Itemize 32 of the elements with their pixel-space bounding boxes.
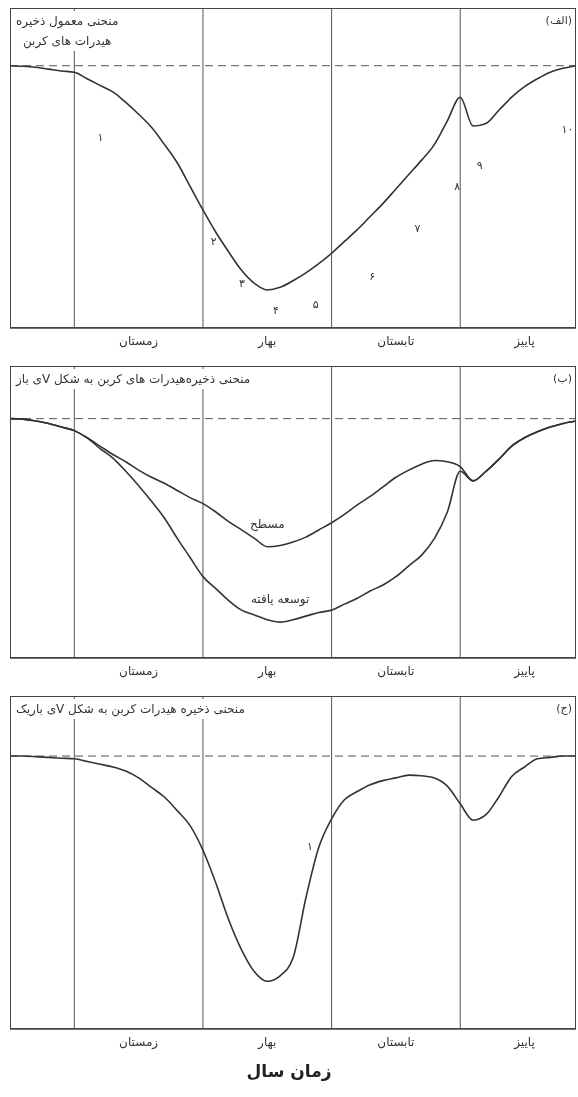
x-tick-label: زمستان (119, 1034, 159, 1050)
chart-title: منحنی ذخیره‌هیدرات های کربن به شکل Vی باز (16, 369, 251, 389)
text: (الف) (545, 14, 572, 27)
text: (ج) (556, 702, 572, 715)
x-tick-label: زمستان (119, 663, 159, 679)
x-tick-label: پاییز (513, 663, 535, 679)
annotation: ۵ (312, 297, 319, 311)
x-tick-label: زمستان (119, 333, 159, 349)
x-axis-title: زمان سال (245, 1061, 333, 1081)
annotation: ۸ (454, 179, 461, 193)
x-tick-label: تابستان (377, 333, 415, 348)
chart-title: منحنی ذخیره هیدرات کربن به شکل Vی باریک (16, 699, 245, 719)
series-label: مسطح (249, 516, 285, 531)
annotation: ۷ (414, 221, 421, 235)
annotation: ۱ (97, 130, 104, 144)
annotation: ۱۰ (561, 122, 574, 136)
annotation: ۱ (307, 839, 313, 853)
x-tick-label: بهار (257, 663, 277, 679)
annotation: ۳ (239, 276, 246, 290)
x-tick-label: بهار (257, 1034, 277, 1050)
annotation: ۲ (210, 234, 217, 248)
x-tick-label: پاییز (513, 333, 535, 349)
x-tick-label: پاییز (513, 1034, 535, 1050)
text: (ب) (553, 372, 572, 385)
annotation: ۹ (476, 158, 483, 172)
chart-title: منحنی معمول ذخیره هیدرات های کربن (16, 11, 119, 51)
x-tick-label: تابستان (377, 1034, 415, 1049)
series-label: توسعه یافته (250, 592, 310, 607)
annotation: ۴ (273, 303, 279, 317)
x-tick-label: بهار (257, 333, 277, 349)
annotation: ۶ (369, 269, 376, 283)
x-tick-label: تابستان (377, 663, 415, 678)
